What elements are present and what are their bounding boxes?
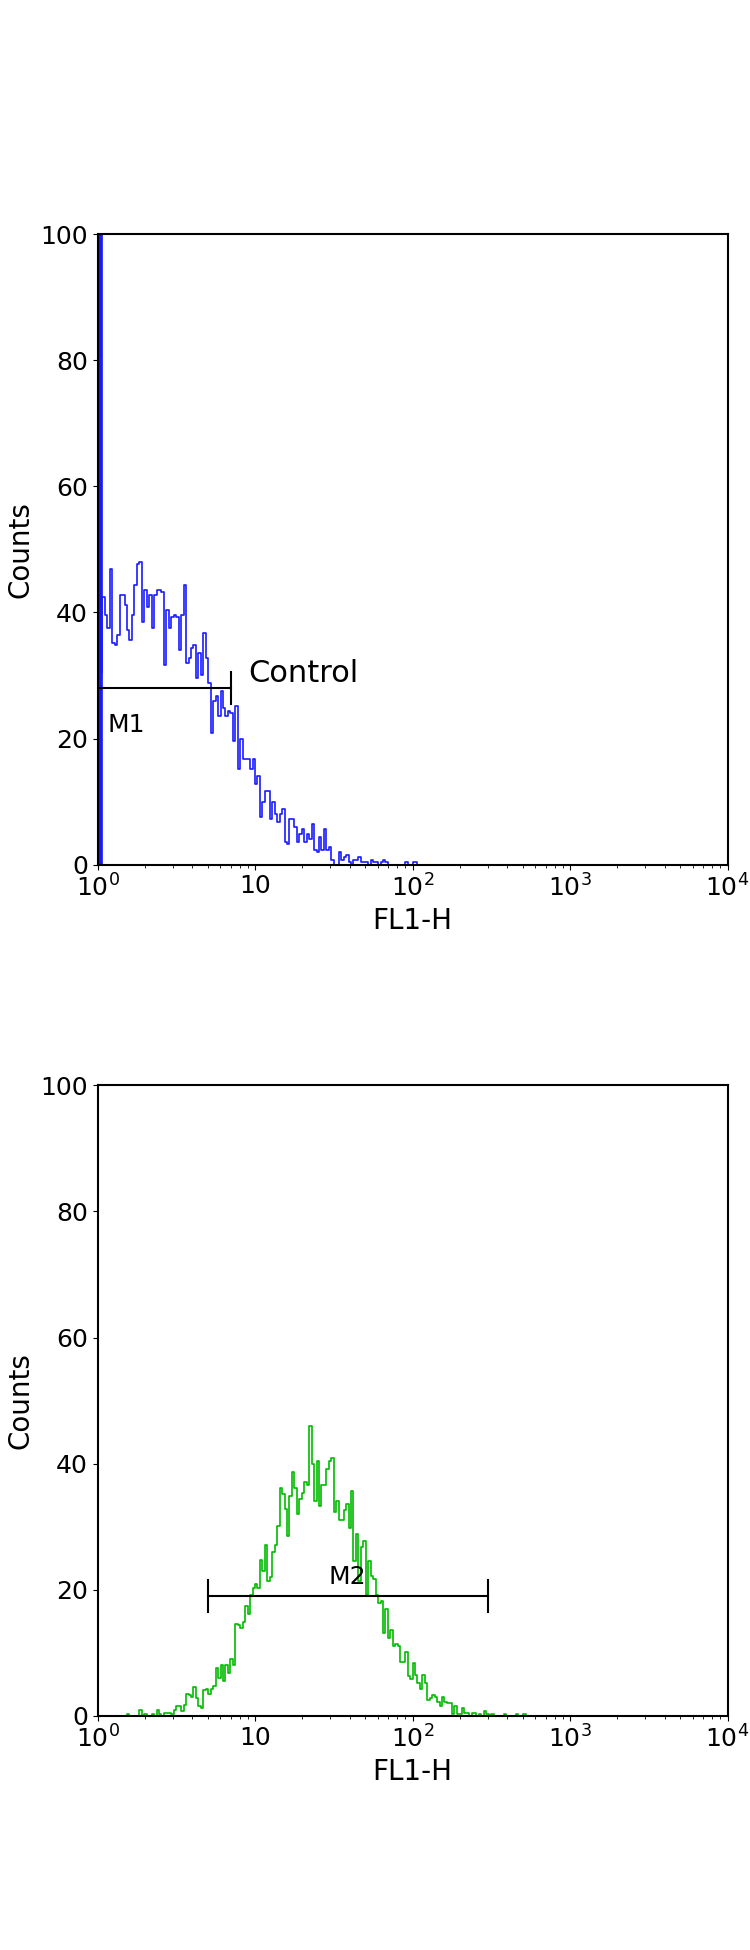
X-axis label: FL1-H: FL1-H [373, 1759, 452, 1786]
Text: M2: M2 [328, 1564, 367, 1589]
Y-axis label: Counts: Counts [7, 501, 34, 599]
Y-axis label: Counts: Counts [7, 1351, 34, 1449]
Text: M1: M1 [107, 714, 145, 737]
X-axis label: FL1-H: FL1-H [373, 907, 452, 936]
Text: Control: Control [248, 659, 358, 688]
